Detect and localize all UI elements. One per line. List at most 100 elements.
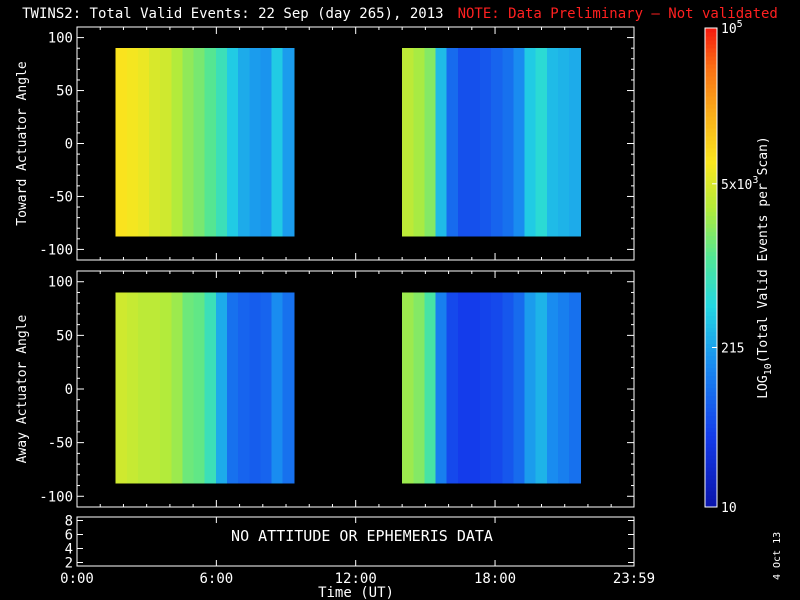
colorbar-cell bbox=[705, 167, 717, 173]
heatmap-cell bbox=[182, 48, 195, 237]
y-tick-label: 50 bbox=[56, 84, 73, 100]
colorbar-cell bbox=[705, 175, 717, 181]
heatmap-cell bbox=[160, 292, 172, 484]
heatmap-cell bbox=[457, 48, 470, 237]
y-tick-label: -100 bbox=[39, 242, 73, 258]
heatmap-cell bbox=[535, 292, 548, 484]
colorbar-cell bbox=[705, 335, 717, 340]
heatmap-cell bbox=[468, 292, 481, 484]
heatmap-cell bbox=[524, 292, 537, 484]
colorbar-cell bbox=[705, 307, 717, 313]
heatmap-cell bbox=[149, 292, 161, 484]
x-axis-label: Time (UT) bbox=[318, 585, 394, 600]
colorbar-cell bbox=[705, 155, 717, 161]
attitude-message: NO ATTITUDE OR EPHEMERIS DATA bbox=[231, 527, 493, 545]
colorbar-tick-label: 105 bbox=[721, 19, 743, 37]
colorbar-cell bbox=[705, 499, 717, 504]
colorbar-cell bbox=[705, 67, 717, 73]
y-tick-label: -50 bbox=[48, 436, 73, 452]
heatmap-cell bbox=[126, 48, 139, 237]
colorbar-cell bbox=[705, 191, 717, 197]
heatmap-cell bbox=[524, 48, 537, 237]
colorbar-cell bbox=[705, 443, 717, 448]
colorbar-cell bbox=[705, 319, 717, 324]
colorbar-cell bbox=[705, 379, 717, 384]
colorbar-cell bbox=[705, 255, 717, 261]
heatmap-cell bbox=[160, 48, 172, 237]
colorbar-cell bbox=[705, 231, 717, 237]
colorbar-cell bbox=[705, 199, 717, 205]
colorbar-cell bbox=[705, 455, 717, 460]
heatmap-cell bbox=[271, 48, 284, 237]
colorbar-cell bbox=[705, 139, 717, 145]
colorbar-cell bbox=[705, 503, 717, 508]
heatmap-cell bbox=[137, 48, 150, 237]
heatmap-cell bbox=[171, 292, 184, 484]
colorbar-cell bbox=[705, 243, 717, 249]
heatmap-cell bbox=[193, 48, 206, 237]
colorbar-cell bbox=[705, 295, 717, 301]
colorbar-cell bbox=[705, 323, 717, 328]
colorbar-cell bbox=[705, 187, 717, 193]
heatmap-cell bbox=[491, 292, 503, 484]
heatmap-panel-away: 100 50 0 -50 -100 Away Actuator Angle bbox=[15, 270, 635, 508]
colorbar-cell bbox=[705, 483, 717, 488]
colorbar-cell bbox=[705, 203, 717, 209]
colorbar: 105 5x103 215 10 LOG10(Total Valid Events pe… bbox=[704, 19, 774, 516]
colorbar-cell bbox=[705, 115, 717, 121]
colorbar-tick-label: 215 bbox=[721, 341, 744, 356]
colorbar-cell bbox=[705, 75, 717, 81]
x-tick-label: 6:00 bbox=[199, 571, 233, 587]
colorbar-cell bbox=[705, 31, 717, 37]
colorbar-cell bbox=[705, 415, 717, 420]
y-tick-label: 50 bbox=[56, 328, 73, 344]
heatmap-panel-toward: 100 50 0 -50 -100 Toward Actuator Angle bbox=[15, 26, 635, 261]
heatmap-cell bbox=[282, 292, 295, 484]
colorbar-cell bbox=[705, 427, 717, 432]
heatmap-cell bbox=[402, 292, 414, 484]
colorbar-cell bbox=[705, 107, 717, 113]
colorbar-cell bbox=[705, 359, 717, 364]
heatmap-cell bbox=[249, 292, 261, 484]
y-tick-label: 6 bbox=[65, 528, 73, 544]
colorbar-cell bbox=[705, 135, 717, 141]
heatmap-cell bbox=[260, 292, 273, 484]
colorbar-cell bbox=[705, 487, 717, 492]
colorbar-cell bbox=[705, 367, 717, 372]
colorbar-cell bbox=[705, 479, 717, 484]
colorbar-cell bbox=[705, 407, 717, 412]
colorbar-cell bbox=[705, 223, 717, 229]
colorbar-cell bbox=[705, 99, 717, 105]
colorbar-cell bbox=[705, 211, 717, 217]
heatmap-cell bbox=[513, 292, 526, 484]
heatmap-cell bbox=[468, 48, 481, 237]
heatmap-cell bbox=[535, 48, 548, 237]
x-tick-label: 23:59 bbox=[613, 571, 655, 587]
colorbar-cell bbox=[705, 259, 717, 265]
colorbar-cell bbox=[705, 419, 717, 424]
colorbar-cell bbox=[705, 123, 717, 129]
y-tick-label: 0 bbox=[65, 137, 73, 153]
heatmap-cell bbox=[137, 292, 150, 484]
colorbar-cell bbox=[705, 51, 717, 57]
heatmap-cell bbox=[260, 48, 273, 237]
colorbar-cell bbox=[705, 383, 717, 388]
colorbar-cell bbox=[705, 463, 717, 468]
colorbar-cell bbox=[705, 403, 717, 408]
colorbar-cell bbox=[705, 35, 717, 41]
colorbar-cell bbox=[705, 171, 717, 177]
heatmap-cell bbox=[215, 292, 228, 484]
heatmap-cell bbox=[491, 48, 503, 237]
colorbar-cell bbox=[705, 47, 717, 53]
heatmap-cell bbox=[557, 292, 570, 484]
colorbar-cell bbox=[705, 423, 717, 428]
colorbar-cell bbox=[705, 447, 717, 452]
colorbar-cell bbox=[705, 179, 717, 185]
heatmap-cell bbox=[282, 48, 295, 237]
heatmap-cell bbox=[557, 48, 570, 237]
colorbar-cell bbox=[705, 95, 717, 101]
heatmap-cell bbox=[413, 48, 425, 237]
colorbar-tick-label: 10 bbox=[721, 501, 737, 516]
date-stamp: 4 Oct 13 bbox=[772, 531, 783, 580]
colorbar-cell bbox=[705, 331, 717, 336]
